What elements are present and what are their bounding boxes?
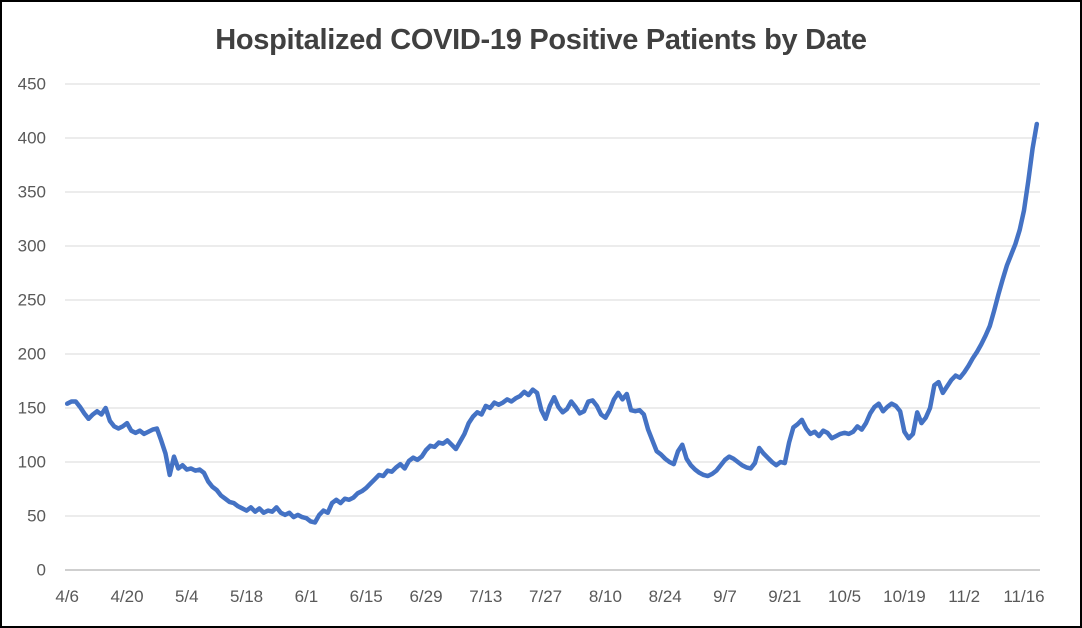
y-axis-tick-label: 300	[18, 237, 46, 256]
y-axis-tick-label: 50	[27, 507, 46, 526]
series-line	[64, 121, 1040, 525]
x-axis-tick-label: 6/1	[295, 587, 319, 606]
x-axis-tick-label: 9/7	[713, 587, 737, 606]
x-axis-tick-label: 10/19	[883, 587, 926, 606]
x-axis-tick-label: 9/21	[768, 587, 801, 606]
gridline-group	[65, 83, 1040, 571]
x-axis-tick-label: 5/4	[175, 587, 199, 606]
y-axis-tick-label: 100	[18, 453, 46, 472]
x-axis-tick-label: 10/5	[828, 587, 861, 606]
x-axis-tick-label: 4/6	[55, 587, 79, 606]
x-axis-labels: 4/6 4/20 5/4 5/18 6/1 6/15 6/29 7/13 7/27 8/10 8/2…	[55, 587, 1044, 606]
y-axis-tick-label: 450	[18, 75, 46, 94]
x-axis-tick-label: 7/13	[469, 587, 502, 606]
y-axis-tick-label: 350	[18, 183, 46, 202]
x-axis-tick-label: 8/24	[649, 587, 682, 606]
y-axis-tick-label: 250	[18, 291, 46, 310]
x-axis-tick-label: 7/27	[529, 587, 562, 606]
x-axis-tick-label: 6/15	[350, 587, 383, 606]
x-axis-tick-label: 11/2	[948, 587, 980, 606]
y-axis-tick-label: 0	[37, 561, 46, 580]
x-axis-tick-label: 4/20	[110, 587, 143, 606]
y-axis-tick-label: 400	[18, 129, 46, 148]
y-axis-tick-label: 200	[18, 345, 46, 364]
chart-title: Hospitalized COVID-19 Positive Patients …	[215, 24, 867, 56]
x-axis-tick-label: 11/16	[1003, 587, 1044, 606]
y-axis-labels: 0 50 100 150 200 250 300 350 400 450	[18, 75, 46, 580]
x-axis-tick-label: 6/29	[409, 587, 442, 606]
y-axis-tick-label: 150	[18, 399, 46, 418]
x-axis-tick-label: 8/10	[589, 587, 622, 606]
x-axis-tick-label: 5/18	[230, 587, 263, 606]
